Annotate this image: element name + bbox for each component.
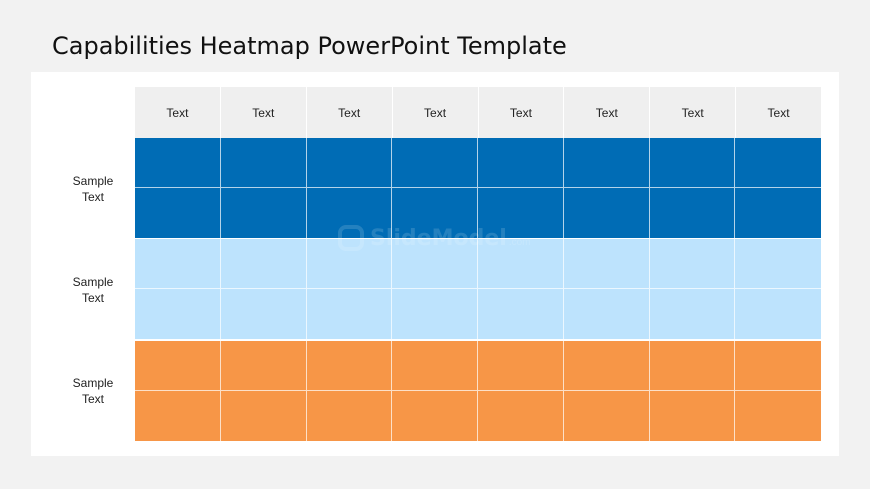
heatmap-cell [563,341,650,391]
heatmap-cell [478,188,564,238]
heatmap-cell [735,341,821,391]
column-header: Text [767,105,790,120]
heatmap-cell [563,138,650,188]
header-row: Text Text Text Text Text Text Text Text [135,87,821,138]
column-header: Text [307,87,393,138]
heatmap-cell [220,341,307,391]
slide-title: Capabilities Heatmap PowerPoint Template [52,32,567,60]
heatmap-cell [478,391,564,441]
heatmap-cell [735,188,821,238]
heatmap-cell [135,391,221,441]
heatmap-cell [392,341,478,391]
heatmap-cell [478,138,564,188]
column-header: Text [135,87,221,138]
heatmap-cell [221,289,307,339]
heatmap-cell [306,138,393,188]
heatmap-cell [392,188,478,238]
heatmap-grid: Text Text Text Text Text Text Text Text [135,87,821,441]
heatmap-cell [306,239,393,289]
heatmap-cell [478,341,564,391]
heatmap-cell [735,239,821,289]
heatmap-cell [649,239,736,289]
row-label-2: Sample Text [72,275,114,305]
heatmap-band-3 [135,341,821,441]
heatmap-cell [392,289,478,339]
heatmap-cell [564,391,650,441]
heatmap-cell [649,341,736,391]
column-header: Text [393,87,479,138]
heatmap-cell [221,188,307,238]
column-header: Text [479,87,565,138]
column-header: Text [564,87,651,138]
heatmap-cell [564,188,650,238]
heatmap-cell [735,289,821,339]
heatmap-band-1 [135,138,821,238]
column-header: Text [650,87,737,138]
heatmap-cell [135,138,221,188]
heatmap-cell [221,391,307,441]
heatmap-cell [306,341,393,391]
heatmap-cell [392,239,478,289]
heatmap-cell [564,289,650,339]
heatmap-cell [735,138,821,188]
heatmap-band-2 [135,239,821,339]
heatmap-cell [307,188,393,238]
heatmap-cell [650,391,736,441]
column-header: Text [221,87,307,138]
heatmap-cell [307,289,393,339]
row-label-3: Sample Text [72,376,114,406]
row-label-1: Sample Text [72,174,114,204]
heatmap-cell [220,239,307,289]
heatmap-cell [392,391,478,441]
heatmap-cell [307,391,393,441]
heatmap-cell [650,188,736,238]
heatmap-cell [649,138,736,188]
heatmap-cell [135,289,221,339]
heatmap-cell [135,188,221,238]
heatmap-cell [478,239,564,289]
heatmap-cell [220,138,307,188]
heatmap-cell [735,391,821,441]
heatmap-cell [392,138,478,188]
heatmap-cell [563,239,650,289]
heatmap-cell [135,341,221,391]
heatmap-cell [478,289,564,339]
heatmap-cell [135,239,221,289]
heatmap-cell [650,289,736,339]
